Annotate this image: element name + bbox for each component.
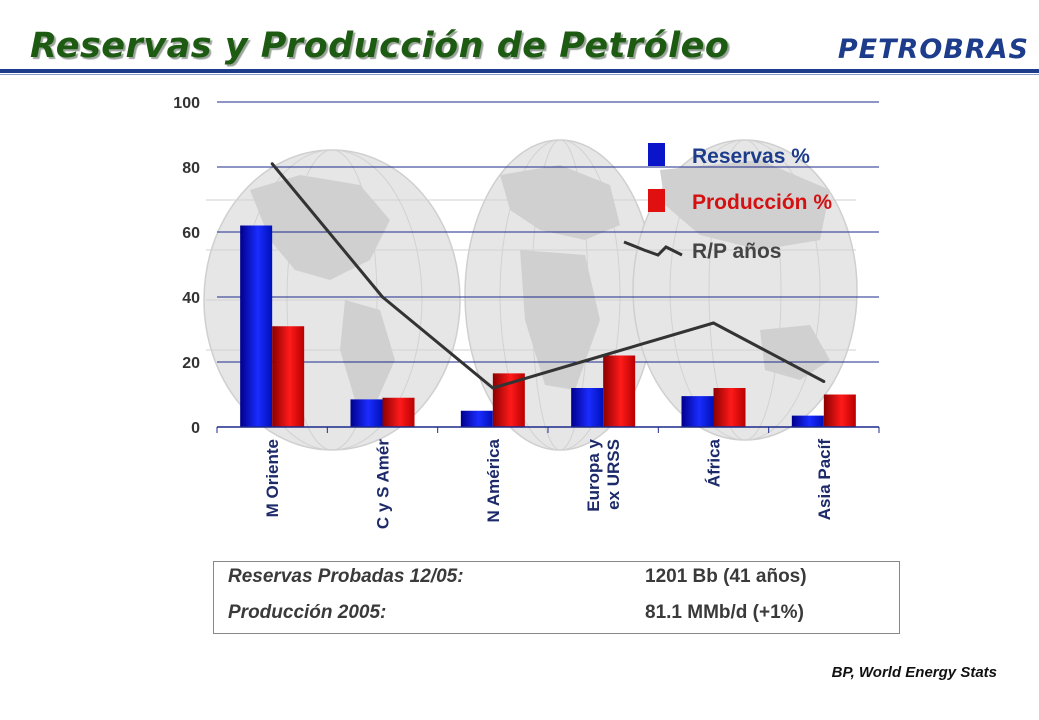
- header-divider-shadow: [0, 74, 1039, 75]
- x-category-label: N América: [484, 438, 503, 522]
- y-tick-label: 80: [182, 160, 200, 177]
- summary-value: 1201 Bb (41 años): [645, 566, 807, 587]
- rp-line-point: [712, 321, 715, 325]
- x-category-label: Europa yex URSS: [584, 438, 623, 511]
- bar-reservas: [240, 225, 273, 427]
- y-tick-label: 60: [182, 225, 200, 242]
- bar-reservas: [791, 415, 824, 427]
- bar-reservas: [460, 410, 493, 427]
- reserves-production-chart: 0 20 40 60 80 100 M Oriente C y S Amér N Améric…: [173, 95, 880, 529]
- y-axis-ticks: 0 20 40 60 80 100: [173, 95, 200, 437]
- x-category-label: M Oriente: [263, 439, 282, 517]
- bar-series: [240, 225, 856, 427]
- rp-line-point: [822, 380, 826, 383]
- bar-reservas: [350, 399, 383, 427]
- rp-line: [271, 162, 825, 390]
- bar-reservas: [681, 396, 714, 427]
- bar-produccion: [272, 326, 305, 427]
- legend-label: R/P años: [692, 240, 781, 263]
- rp-line-series: [270, 162, 826, 390]
- summary-row-reserves: Reservas Probadas 12/05: 1201 Bb (41 año…: [214, 566, 899, 592]
- x-category-label: C y S Amér: [374, 439, 393, 529]
- legend-label: Reservas %: [692, 145, 810, 168]
- legend-label: Producción %: [692, 191, 832, 214]
- page-title: Reservas y Producción de Petróleo: [30, 26, 730, 66]
- legend-line-swatch: [623, 240, 683, 257]
- y-tick-label: 0: [191, 420, 200, 437]
- header-divider: [0, 69, 1039, 73]
- bar-produccion: [823, 394, 856, 427]
- bar-produccion: [382, 397, 415, 427]
- rp-line-point: [270, 162, 274, 166]
- summary-value: 81.1 MMb/d (+1%): [645, 602, 804, 623]
- y-tick-label: 100: [173, 95, 200, 112]
- y-gridlines: [217, 101, 879, 363]
- rp-line-point: [601, 354, 605, 357]
- brand-logo: PETROBRAS: [837, 34, 1029, 65]
- summary-row-production: Producción 2005: 81.1 MMb/d (+1%): [214, 602, 899, 628]
- bar-produccion: [713, 388, 746, 427]
- rp-line-point: [381, 295, 384, 299]
- x-axis: [216, 426, 880, 433]
- x-category-label: Asia Pacíf: [815, 439, 834, 521]
- y-tick-label: 40: [182, 290, 200, 307]
- y-tick-label: 20: [182, 355, 200, 372]
- bar-reservas: [571, 388, 604, 427]
- summary-label: Producción 2005:: [228, 602, 387, 623]
- x-axis-labels: M Oriente C y S Amér N América Europa yex U…: [263, 438, 834, 529]
- legend-swatch: [648, 189, 665, 212]
- rp-line-point: [491, 386, 495, 390]
- legend-swatch: [648, 143, 665, 166]
- summary-label: Reservas Probadas 12/05:: [228, 566, 464, 587]
- summary-box: Reservas Probadas 12/05: 1201 Bb (41 año…: [213, 561, 900, 634]
- x-category-label: África: [705, 438, 724, 487]
- bar-produccion: [603, 355, 636, 427]
- legend: Reservas % Producción % R/P años: [623, 143, 832, 263]
- source-citation: BP, World Energy Stats: [831, 664, 997, 681]
